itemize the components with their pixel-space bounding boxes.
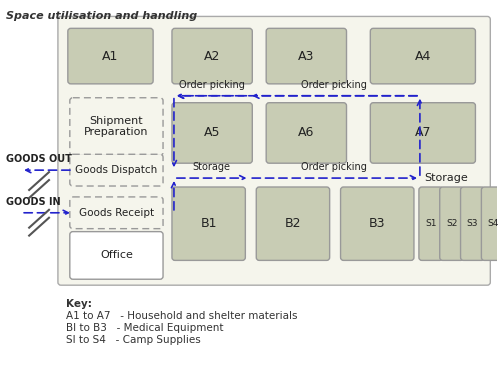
FancyBboxPatch shape [172,28,252,84]
FancyBboxPatch shape [266,103,346,163]
Text: S2: S2 [446,219,458,228]
FancyBboxPatch shape [172,187,246,260]
FancyBboxPatch shape [70,197,163,229]
Text: Goods Receipt: Goods Receipt [79,208,154,218]
Text: A3: A3 [298,50,314,63]
FancyBboxPatch shape [172,103,252,163]
Text: Key:: Key: [66,299,92,309]
Text: A5: A5 [204,126,220,140]
Text: Order picking: Order picking [300,80,366,90]
FancyBboxPatch shape [419,187,442,260]
Text: GOODS OUT: GOODS OUT [6,154,72,164]
Text: A2: A2 [204,50,220,63]
FancyBboxPatch shape [70,154,163,186]
FancyBboxPatch shape [482,187,500,260]
Text: S3: S3 [466,219,478,228]
FancyBboxPatch shape [70,232,163,279]
Text: A1 to A7   - Household and shelter materials: A1 to A7 - Household and shelter materia… [66,311,298,321]
Text: B2: B2 [284,217,301,230]
Text: Storage: Storage [424,173,468,183]
Text: Order picking: Order picking [178,80,244,90]
FancyBboxPatch shape [58,16,490,285]
FancyBboxPatch shape [460,187,484,260]
Text: BI to B3   - Medical Equipment: BI to B3 - Medical Equipment [66,323,224,333]
FancyBboxPatch shape [68,28,153,84]
Text: SI to S4   - Camp Supplies: SI to S4 - Camp Supplies [66,335,200,345]
Text: A1: A1 [102,50,118,63]
FancyBboxPatch shape [70,98,163,155]
FancyBboxPatch shape [340,187,414,260]
Text: B3: B3 [369,217,386,230]
Text: Goods Dispatch: Goods Dispatch [76,165,158,175]
FancyBboxPatch shape [440,187,464,260]
Text: S1: S1 [425,219,436,228]
Text: Shipment
Preparation: Shipment Preparation [84,116,148,137]
FancyBboxPatch shape [370,103,476,163]
Text: B1: B1 [200,217,217,230]
Text: Office: Office [100,251,133,260]
FancyBboxPatch shape [266,28,346,84]
Text: GOODS IN: GOODS IN [6,197,61,207]
FancyBboxPatch shape [370,28,476,84]
Text: Storage: Storage [192,162,230,172]
Text: S4: S4 [488,219,499,228]
Text: A6: A6 [298,126,314,140]
Text: Order picking: Order picking [300,162,366,172]
Text: Space utilisation and handling: Space utilisation and handling [6,12,198,21]
Text: A7: A7 [414,126,431,140]
FancyBboxPatch shape [256,187,330,260]
Text: A4: A4 [414,50,431,63]
